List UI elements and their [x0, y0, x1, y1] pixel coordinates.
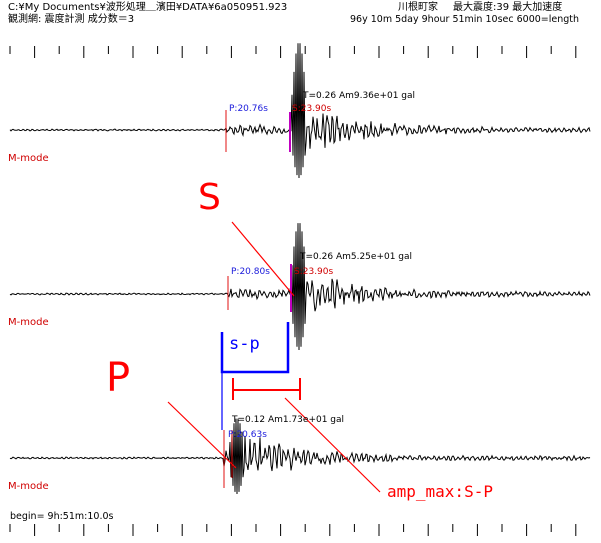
- max-intensity: 最大震度:39 最大加速度: [453, 2, 563, 13]
- network-info: 観測網: 震度計測 成分数＝3: [8, 14, 135, 25]
- waveform-trace-3: [9, 418, 591, 495]
- amp-label-2: T=0.26 Am5.25e+01 gal: [300, 252, 413, 262]
- p-wave-marker: P: [106, 355, 131, 401]
- waveform-trace-2: [9, 223, 591, 351]
- s-time-label-2: S:23.90s: [294, 267, 334, 277]
- p-time-label-1: P:20.76s: [229, 104, 268, 114]
- sp-bracket: [220, 322, 290, 374]
- mode-label-3: M-mode: [8, 481, 49, 492]
- s-wave-marker: S: [198, 177, 221, 218]
- amp-annotation-pointer: [284, 397, 381, 493]
- s-annotation-pointer: [231, 221, 295, 297]
- begin-time: begin= 9h:51m:10.0s: [10, 511, 114, 522]
- mode-label-2: M-mode: [8, 317, 49, 328]
- s-time-label-1: S:23.90s: [292, 104, 332, 114]
- amp-max-label: amp_max:S-P: [387, 482, 493, 501]
- amp-label-3: T=0.12 Am1.73e+01 gal: [232, 415, 345, 425]
- file-path: C:¥My Documents¥波形処理＿濱田¥DATA¥6a050951.92…: [8, 2, 288, 13]
- sp-interval-label: s-p: [229, 334, 260, 354]
- p-time-label-2: P:20.80s: [231, 267, 270, 277]
- time-ticks-top: [9, 46, 577, 58]
- station-name: 川根町家: [398, 2, 438, 13]
- p-time-label-3: P:20.63s: [228, 430, 267, 440]
- record-datetime: 96y 10m 5day 9hour 51min 10sec 6000=leng…: [350, 14, 580, 25]
- p-annotation-pointer: [167, 401, 237, 469]
- waveform-trace-1: [9, 43, 591, 179]
- mode-label-1: M-mode: [8, 153, 49, 164]
- time-ticks-bottom: [9, 524, 577, 536]
- amp-label-1: T=0.26 Am9.36e+01 gal: [303, 91, 416, 101]
